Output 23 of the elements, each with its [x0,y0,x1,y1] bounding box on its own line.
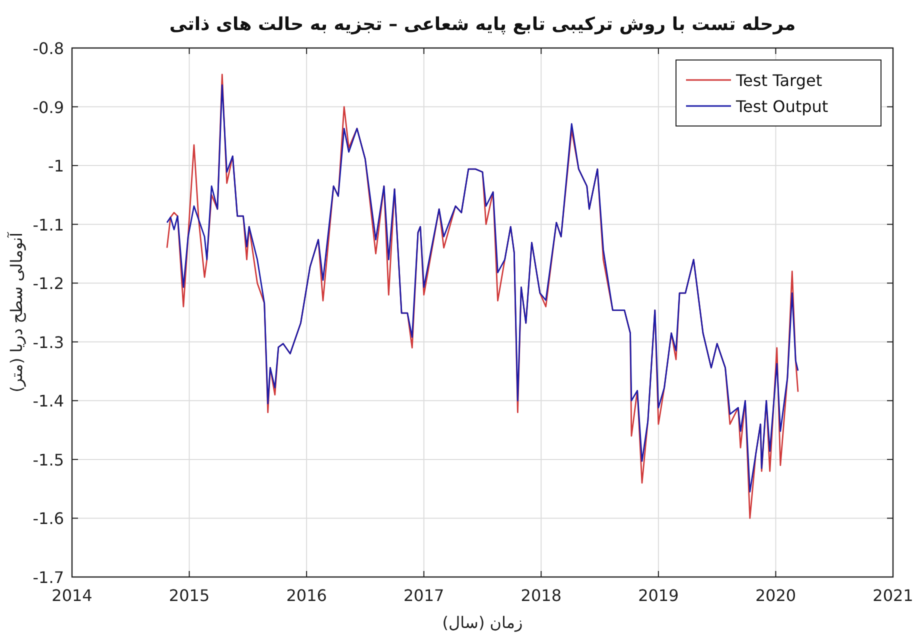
x-tick-label: 2016 [286,586,327,605]
x-tick-label: 2020 [755,586,796,605]
x-tick-label: 2021 [872,586,914,605]
x-tick-label: 2015 [168,586,210,605]
y-tick-label: -0.8 [32,39,64,58]
y-tick-label: -1.1 [32,215,64,234]
x-tick-label: 2018 [520,586,562,605]
y-tick-label: -1.2 [32,274,64,294]
y-tick-label: -1 [48,156,64,176]
y-tick-label: -1.7 [32,568,64,587]
y-axis-title: آنومالی سطح دریا (متر) [6,231,26,392]
y-tick-label: -1.4 [32,392,64,411]
x-tick-label: 2017 [404,586,444,605]
x-tick-label: 2014 [52,586,92,605]
x-axis-title: زمان (سال) [442,613,523,632]
y-tick-label: -1.3 [32,332,64,352]
chart-title: مرحله تست با روش ترکیبی تابع پایه شعاعی – تجزیه به حالت های ذاتی [169,14,796,35]
y-tick-label: -1.6 [32,509,64,528]
y-tick-label: -1.5 [32,450,64,470]
legend-label: Test Target [735,71,822,90]
legend-label: Test Output [735,97,828,116]
x-tick-label: 2019 [638,586,679,605]
y-tick-label: -0.9 [32,98,64,117]
